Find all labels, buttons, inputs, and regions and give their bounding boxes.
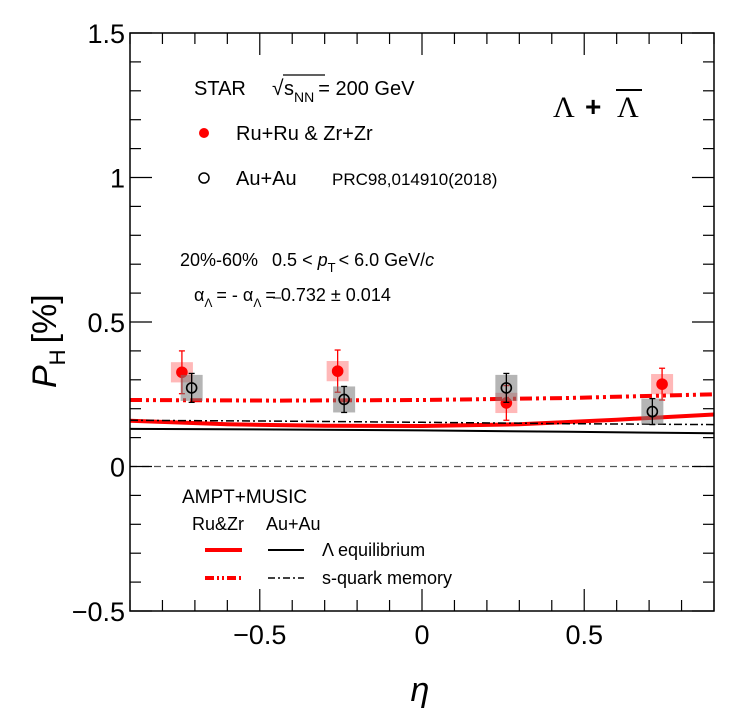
alpha-mid: = - α (216, 285, 253, 305)
alpha-symbol: α (194, 285, 204, 305)
legend-label-ru-zr: Ru+Ru & Zr+Zr (236, 123, 373, 145)
experiment-prefix: STAR (194, 78, 246, 100)
alpha-sub-antilambda: Λ (253, 296, 261, 310)
data-point-au-au (185, 382, 198, 394)
c-symbol: c (425, 250, 434, 270)
x-tick-label: 0 (414, 620, 429, 650)
pt-symbol: p (317, 250, 328, 270)
y-axis-title-sub: H (45, 349, 70, 365)
y-tick-label: 1.5 (87, 19, 125, 49)
sqrt-symbol: √ (272, 77, 284, 100)
alpha-value: = 0.732 ± 0.014 (265, 285, 390, 305)
lambda-symbol: Λ (553, 91, 575, 124)
svg-text:sNN= 200 GeV: sNN = 200 GeV (284, 78, 415, 105)
legend-label-equilibrium: Λ equilibrium (322, 540, 425, 560)
sqrt-s-sub: NN (294, 89, 314, 105)
model-legend-col1: Ru&Zr (192, 514, 244, 534)
model-legend: AMPT+MUSIC Ru&Zr Au+Au Λ equilibrium s-q… (182, 487, 452, 588)
model-legend-title: AMPT+MUSIC (182, 487, 307, 508)
legend-reference: PRC98,014910(2018) (332, 170, 497, 189)
tick-labels: −0.5 0 0.5 −0.5 0 0.5 1 1.5 (72, 19, 603, 650)
model-curves (129, 392, 715, 435)
pt-range-post: < 6.0 GeV/ (339, 250, 426, 270)
data-points (170, 349, 674, 426)
model-legend-col2: Au+Au (266, 514, 321, 534)
legend-label-au-au: Au+Au (236, 168, 297, 190)
centrality-text: 20%-60% (180, 250, 258, 270)
svg-text:STAR: STAR (194, 78, 246, 100)
model-curve-ru-zr-memory (129, 392, 715, 403)
sqrt-s: s (284, 78, 294, 100)
kinematics-annotation: 20%-60% 0.5 < pT < 6.0 GeV/c αΛ = - αΛ = 0.73… (180, 250, 434, 310)
model-curve-au-au-equilibrium (129, 427, 715, 435)
svg-text:20%-60%0.5 <pT< 6.0 GeV/c: 20%-60% 0.5 < pT < 6.0 GeV/c (180, 250, 434, 275)
model-curve-ru-zr-equilibrium (129, 412, 715, 428)
legend-marker-au-au (198, 172, 210, 184)
svg-text:αΛ= - αΛ= 0.732 ± 0.014: αΛ = - αΛ = 0.732 ± 0.014 (194, 285, 391, 310)
x-axis-title: η (411, 671, 430, 709)
data-point-au-au (338, 393, 350, 406)
pt-sub: T (328, 260, 336, 275)
data-point-ru-zr (331, 365, 344, 377)
y-axis-title-unit: [%] (26, 294, 64, 343)
pt-range-pre: 0.5 < (272, 250, 313, 270)
antilambda-symbol: Λ (617, 91, 639, 124)
data-point-au-au (646, 405, 659, 418)
y-axis-title-main: P (26, 365, 64, 388)
alpha-sub-lambda: Λ (204, 296, 212, 310)
legend-label-memory: s-quark memory (322, 568, 452, 588)
particle-label: Λ + Λ (553, 89, 642, 124)
y-tick-label: 1 (110, 164, 125, 194)
y-tick-label: 0 (110, 453, 125, 483)
data-legend: Ru+Ru & Zr+Zr Au+Au PRC98,014910(2018) (198, 123, 497, 190)
legend-marker-ru-zr (199, 128, 209, 138)
y-tick-label: 0.5 (87, 308, 125, 338)
axis-ticks (129, 32, 715, 612)
data-point-au-au (500, 382, 513, 394)
y-tick-label: −0.5 (72, 597, 125, 627)
model-curve-au-au-memory (129, 419, 715, 426)
y-axis-title: PH [%] (26, 294, 70, 388)
experiment-label: STAR √ sNN = 200 GeV (194, 74, 415, 105)
experiment-energy: = 200 GeV (318, 78, 415, 100)
x-tick-label: 0.5 (565, 620, 603, 650)
x-tick-label: −0.5 (233, 620, 286, 650)
plus-symbol: + (585, 91, 601, 122)
svg-text:PH[%]: PH [%] (26, 294, 70, 388)
data-point-ru-zr (656, 378, 668, 390)
